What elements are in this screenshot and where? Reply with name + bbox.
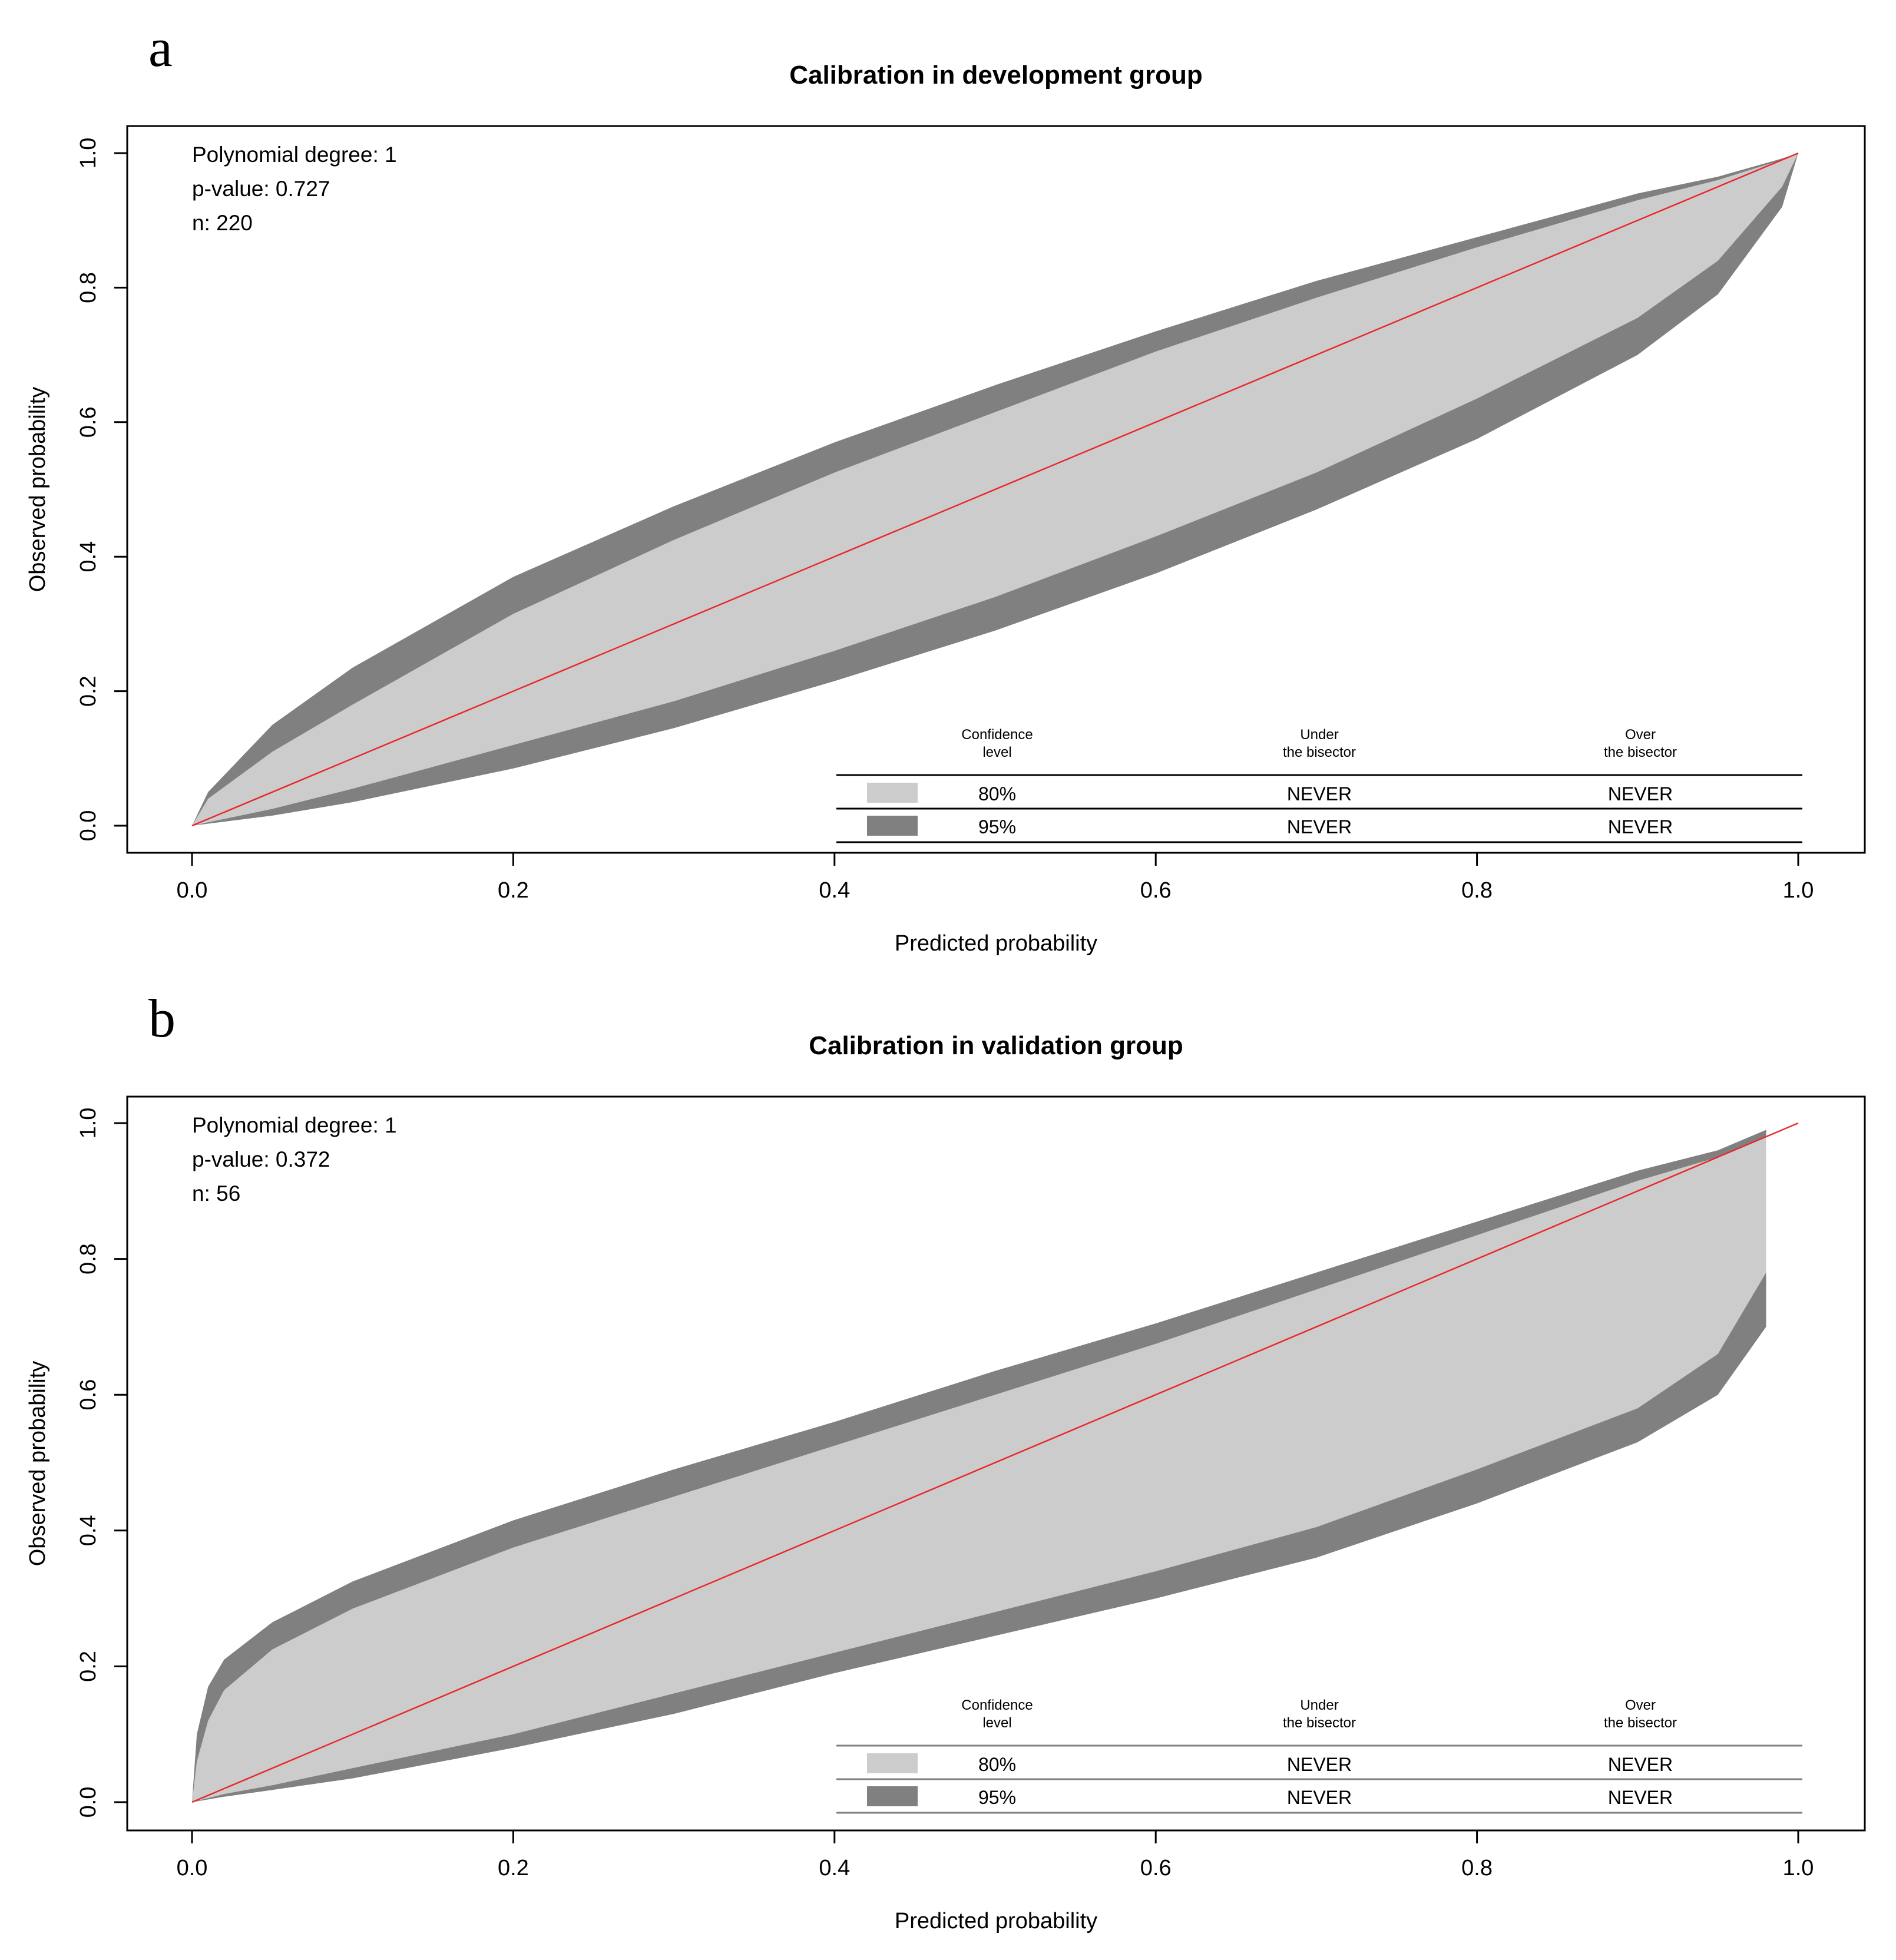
bisector-line [191, 152, 1799, 827]
legend-over: NEVER [1608, 1754, 1673, 1775]
y-tick-label: 0.2 [76, 676, 101, 707]
legend-header: the bisector [1283, 744, 1356, 760]
chart-title: Calibration in development group [789, 61, 1203, 90]
y-tick-label: 0.8 [76, 272, 101, 303]
y-axis: 0.0 0.2 0.4 0.6 0.8 1.0 [76, 1108, 128, 1818]
y-tick-label: 0.6 [76, 406, 101, 438]
y-tick-label: 0.4 [76, 1515, 101, 1546]
x-tick-label: 0.2 [498, 1856, 529, 1880]
bisector-line [191, 1122, 1799, 1803]
legend-swatch-95-pct [867, 816, 918, 836]
legend-over: NEVER [1608, 783, 1673, 804]
stat-annotation: Polynomial degree: 1 [192, 1113, 397, 1137]
legend-level: 95% [978, 816, 1016, 837]
y-tick-label: 0.0 [76, 1787, 101, 1818]
legend-swatch-80-pct [867, 1753, 918, 1773]
chart-title: Calibration in validation group [809, 1031, 1183, 1060]
legend-over: NEVER [1608, 1787, 1673, 1808]
y-tick-label: 1.0 [76, 1108, 101, 1139]
legend-under: NEVER [1287, 1787, 1352, 1808]
x-tick-label: 0.8 [1461, 878, 1493, 903]
legend-under: NEVER [1287, 1754, 1352, 1775]
y-axis-label: Observed probability [25, 387, 50, 592]
y-tick-label: 0.0 [76, 810, 101, 842]
x-tick-label: 0.0 [177, 1856, 208, 1880]
y-tick-label: 0.8 [76, 1243, 101, 1274]
legend-header: Over [1625, 727, 1656, 743]
legend-header: Under [1300, 1697, 1338, 1713]
y-axis-label: Observed probability [25, 1361, 50, 1567]
y-tick-label: 0.4 [76, 541, 101, 572]
legend-under: NEVER [1287, 816, 1352, 837]
x-axis-label: Predicted probability [895, 931, 1097, 956]
x-axis-label: Predicted probability [895, 1909, 1097, 1933]
stat-annotation: p-value: 0.727 [192, 177, 330, 201]
legend-swatch-95-pct [867, 1786, 918, 1806]
legend-over: NEVER [1608, 816, 1673, 837]
y-tick-label: 0.6 [76, 1379, 101, 1411]
legend-header: Confidence [961, 727, 1033, 743]
legend-level: 80% [978, 1754, 1016, 1775]
x-tick-label: 0.4 [819, 878, 850, 903]
legend-under: NEVER [1287, 783, 1352, 804]
legend-header: the bisector [1283, 1715, 1356, 1731]
panel-letter: b [148, 988, 176, 1048]
y-tick-label: 0.2 [76, 1651, 101, 1682]
y-axis: 0.0 0.2 0.4 0.6 0.8 1.0 [76, 138, 128, 842]
x-tick-label: 0.0 [177, 878, 208, 903]
legend-swatch-80-pct [867, 783, 918, 803]
stat-annotation: n: 220 [192, 211, 253, 235]
legend-header: Over [1625, 1697, 1656, 1713]
x-tick-label: 0.6 [1140, 1856, 1172, 1880]
x-tick-label: 1.0 [1783, 1856, 1814, 1880]
legend-table: Confidence level Under the bisector Over the … [836, 1697, 1802, 1814]
x-axis: 0.0 0.2 0.4 0.6 0.8 1.0 [177, 852, 1814, 903]
legend-header: level [982, 744, 1011, 760]
stat-annotation: Polynomial degree: 1 [192, 143, 397, 167]
legend-header: the bisector [1604, 744, 1677, 760]
legend-level: 80% [978, 783, 1016, 804]
stat-annotation: n: 56 [192, 1181, 240, 1206]
x-tick-label: 0.2 [498, 878, 529, 903]
legend-level: 95% [978, 1787, 1016, 1808]
x-tick-label: 0.8 [1461, 1856, 1493, 1880]
legend-header: the bisector [1604, 1715, 1677, 1731]
panel-letter: a [148, 18, 173, 78]
x-tick-label: 0.6 [1140, 878, 1172, 903]
x-tick-label: 0.4 [819, 1856, 850, 1880]
stat-annotation: p-value: 0.372 [192, 1147, 330, 1171]
legend-header: Confidence [961, 1697, 1033, 1713]
x-tick-label: 1.0 [1783, 878, 1814, 903]
legend-header: Under [1300, 727, 1338, 743]
legend-header: level [982, 1715, 1011, 1731]
y-tick-label: 1.0 [76, 138, 101, 169]
x-axis: 0.0 0.2 0.4 0.6 0.8 1.0 [177, 1829, 1814, 1880]
